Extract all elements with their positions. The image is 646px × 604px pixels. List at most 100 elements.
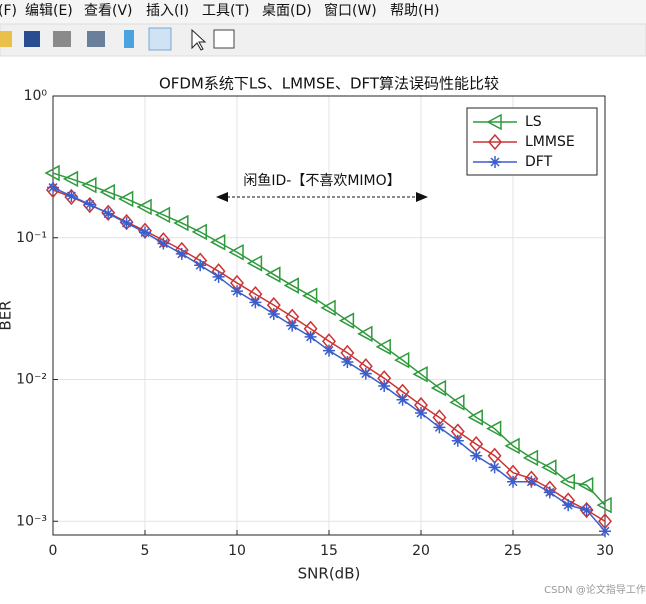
marker [543,486,556,499]
marker [191,223,207,241]
x-tick-label: 10 [228,543,246,559]
marker [173,214,189,232]
legend-label: DFT [525,154,553,170]
marker [286,319,299,332]
menu-item[interactable]: 编辑(E) [25,3,73,19]
marker [338,312,355,329]
marker [44,164,60,182]
marker [357,325,373,343]
marker [359,367,372,380]
marker [559,473,575,491]
menu-bar [0,0,646,24]
marker [488,461,501,474]
x-tick-label: 25 [504,543,522,559]
marker [120,217,133,230]
marker [415,407,427,420]
marker [231,285,243,298]
menu-item[interactable]: 插入(I) [146,3,189,19]
marker [194,259,207,272]
chart-title: OFDM系统下LS、LMMSE、DFT算法误码性能比较 [159,75,499,93]
colorbar-icon[interactable] [124,30,134,48]
series-line [52,172,606,506]
link-icon[interactable] [87,31,105,47]
y-axis-label: BER [0,300,15,330]
marker [81,176,97,194]
marker [412,365,428,383]
menu-item[interactable]: 帮助(H) [390,3,439,19]
x-tick-label: 5 [141,543,150,559]
y-tick-label: 10⁻² [16,372,47,388]
marker [578,476,594,494]
marker [579,501,594,519]
marker [102,207,115,220]
marker [507,475,519,488]
x-axis-label: SNR(dB) [298,565,361,583]
marker [596,496,612,514]
x-tick-label: 15 [320,543,338,559]
menu-item[interactable]: 窗口(W) [324,2,377,19]
y-tick-label: 10⁻¹ [16,230,47,246]
marker [83,198,96,211]
annotation: 闲鱼ID-【不喜欢MIMO】 [243,172,400,189]
save-icon[interactable] [24,31,40,47]
toolbar [0,23,646,57]
x-tick-label: 30 [596,543,614,559]
menu-item[interactable]: 查看(V) [84,3,133,19]
print-icon[interactable] [53,31,71,47]
marker [599,525,611,538]
toolbar-icons [0,27,235,51]
marker [228,244,244,261]
x-tick-label: 20 [412,543,430,559]
y-tick-label: 10⁻³ [16,513,47,529]
marker [541,459,557,476]
watermark: CSDN @论文指导工作室 [544,583,646,596]
marker [249,296,262,309]
axes-box [52,95,606,536]
marker [304,330,317,343]
menu-item[interactable]: 桌面(D) [262,3,312,19]
marker [175,247,188,260]
open-icon[interactable] [0,31,12,47]
legend-marker [489,156,501,168]
marker [486,420,502,437]
legend-marker [488,133,502,151]
legend-icon[interactable] [148,27,172,51]
marker [396,393,409,406]
marker [430,379,447,397]
marker [375,338,391,356]
pointer-icon[interactable] [191,28,207,51]
marker [394,351,410,369]
marker [118,190,134,208]
marker [62,170,79,188]
marker [433,421,446,434]
marker [47,181,59,194]
marker [580,504,593,517]
marker [136,198,152,216]
marker [267,307,280,320]
marker [210,233,226,251]
menu-item[interactable]: 工具(T) [202,3,249,19]
marker [341,355,354,368]
marker [154,206,171,224]
marker [378,379,391,392]
marker [157,237,170,250]
marker [449,394,465,411]
marker [504,437,520,455]
marker [265,266,281,283]
marker [283,277,299,294]
marker [99,183,115,201]
marker [470,449,483,462]
marker [212,270,225,283]
y-tick-label: 10⁰ [24,88,48,104]
legend-label: LMMSE [525,134,575,150]
legend-marker [486,113,502,131]
marker [323,344,335,357]
legend-label: LS [525,114,542,130]
menu-item[interactable]: (F) [0,3,17,19]
marker [522,449,539,467]
marker [320,299,336,317]
marker [139,226,151,239]
property-icon[interactable] [213,29,235,49]
